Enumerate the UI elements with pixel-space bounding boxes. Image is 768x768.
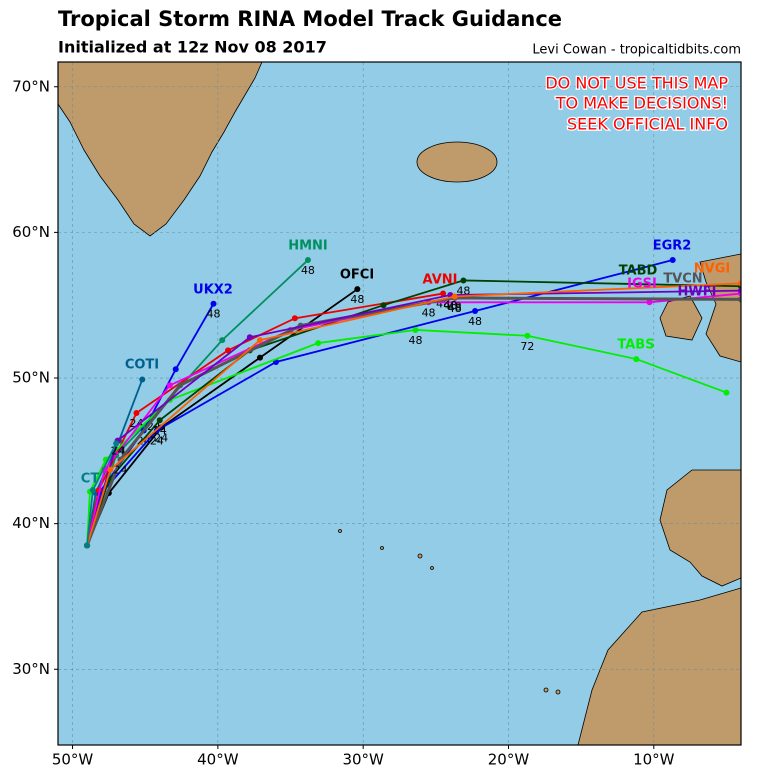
y-tick-label: 30°N — [12, 660, 50, 678]
track-point — [172, 366, 179, 373]
time-label: 24 — [153, 424, 167, 437]
time-label: 48 — [468, 315, 482, 328]
track-label: IGSI — [627, 277, 657, 292]
warning: TO MAKE DECISIONS! — [555, 94, 728, 113]
time-label: 48 — [448, 300, 462, 313]
track-label: HWFI — [678, 285, 717, 300]
frame — [57, 61, 742, 746]
track-label: NVGI — [694, 262, 730, 277]
track-point — [113, 440, 120, 447]
track-point — [166, 382, 173, 389]
time-label: 48 — [422, 306, 436, 319]
track-point — [139, 376, 146, 383]
track-point — [89, 487, 96, 494]
y-tick-label: 70°N — [12, 77, 50, 95]
track-point — [524, 332, 531, 339]
track-label: TVCN — [663, 272, 702, 287]
x-tick-label: 50°W — [52, 751, 94, 768]
track-point — [304, 257, 311, 264]
track-point — [246, 334, 253, 341]
track-point — [315, 340, 322, 347]
track-point — [156, 417, 163, 424]
credit: Levi Cowan - tropicaltidbits.com — [532, 43, 741, 58]
track-point — [84, 542, 91, 549]
time-label: 48 — [448, 302, 462, 315]
warning: DO NOT USE THIS MAP — [545, 74, 728, 93]
track-point — [460, 277, 467, 284]
y-tick-label: 60°N — [12, 223, 50, 241]
land — [58, 62, 741, 745]
track-point — [738, 296, 741, 303]
time-label: 48 — [443, 299, 457, 312]
track-point — [451, 293, 458, 300]
time-label: 48 — [350, 293, 364, 306]
x-tick-label: 40°W — [197, 751, 239, 768]
y-tick-label: 50°N — [12, 369, 50, 387]
warning: SEEK OFFICIAL INFO — [567, 115, 728, 134]
track-point — [219, 337, 226, 344]
track-point — [412, 326, 419, 333]
track-label: HMNI — [288, 239, 328, 254]
track-point — [256, 354, 263, 361]
time-label: 24 — [150, 434, 164, 447]
x-tick-label: 10°W — [633, 751, 675, 768]
track-label: CT — [81, 472, 100, 487]
x-tick-label: 30°W — [342, 751, 384, 768]
track-point — [669, 257, 676, 264]
time-label: 72 — [520, 340, 534, 353]
track-point — [738, 287, 741, 294]
track-point — [738, 280, 741, 287]
track-label: UKX2 — [193, 283, 233, 298]
subtitle: Initialized at 12z Nov 08 2017 — [58, 38, 327, 57]
track-label: EGR2 — [653, 239, 692, 254]
track-label: TABS — [617, 338, 654, 353]
track-label: COTI — [125, 358, 159, 373]
time-label: 48 — [301, 264, 315, 277]
time-label: 48 — [206, 308, 220, 321]
track — [86, 292, 444, 546]
track-label: OFCI — [340, 268, 374, 283]
track — [85, 296, 741, 547]
time-label: 24 — [154, 432, 168, 445]
chart-title: Tropical Storm RINA Model Track Guidance — [58, 7, 562, 31]
time-label: 48 — [408, 334, 422, 347]
track-point — [354, 286, 361, 293]
track-point — [646, 299, 653, 306]
track-point — [633, 356, 640, 363]
time-label: 24 — [113, 464, 127, 477]
track-point — [225, 347, 232, 354]
y-tick-label: 40°N — [12, 514, 50, 532]
track-point — [723, 389, 730, 396]
track-label: AVNI — [423, 273, 458, 288]
track-point — [256, 337, 263, 344]
track-point — [177, 382, 184, 389]
track-point — [440, 290, 447, 297]
track-point — [210, 300, 217, 307]
track-point — [472, 308, 479, 315]
track-point — [133, 409, 140, 416]
track-point — [291, 315, 298, 322]
x-tick-label: 20°W — [488, 751, 530, 768]
track-point — [107, 466, 114, 473]
track-label: TABD — [619, 264, 658, 279]
track-point — [380, 302, 387, 309]
